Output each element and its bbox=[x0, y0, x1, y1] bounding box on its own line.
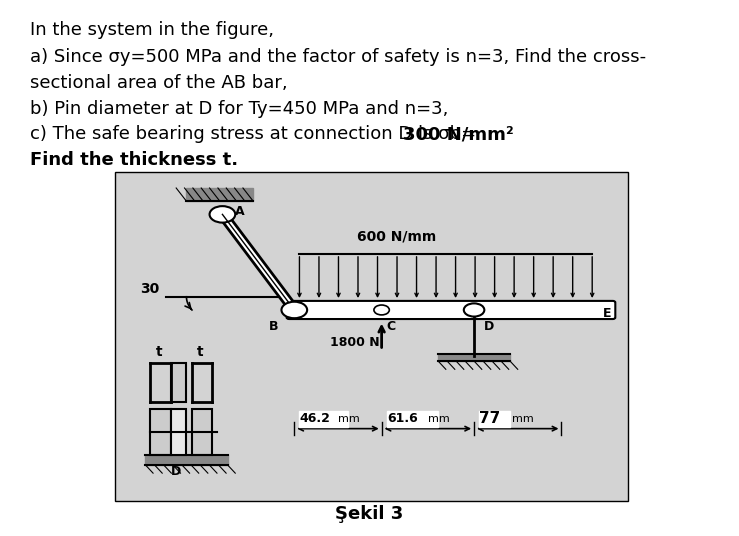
Text: mm: mm bbox=[338, 414, 360, 424]
Text: 46.2: 46.2 bbox=[299, 412, 330, 425]
Text: In the system in the figure,: In the system in the figure, bbox=[30, 21, 273, 40]
Text: 61.6: 61.6 bbox=[386, 412, 418, 425]
Text: A: A bbox=[235, 205, 245, 218]
Bar bbox=[171, 363, 186, 402]
Text: 30: 30 bbox=[140, 282, 160, 296]
Text: Find the thickness t.: Find the thickness t. bbox=[30, 151, 238, 169]
Polygon shape bbox=[438, 354, 510, 361]
Text: D: D bbox=[171, 465, 181, 478]
Text: t: t bbox=[197, 345, 203, 359]
Text: mm: mm bbox=[428, 414, 449, 424]
Bar bbox=[171, 409, 186, 455]
Bar bbox=[386, 411, 438, 427]
Polygon shape bbox=[186, 188, 253, 201]
Text: b) Pin diameter at D for Ty=450 MPa and n=3,: b) Pin diameter at D for Ty=450 MPa and … bbox=[30, 100, 448, 118]
Bar bbox=[191, 409, 212, 455]
Text: mm: mm bbox=[505, 414, 534, 424]
Circle shape bbox=[464, 303, 484, 317]
Bar bbox=[115, 172, 628, 501]
Text: E: E bbox=[602, 307, 611, 320]
Polygon shape bbox=[146, 455, 228, 465]
Text: B: B bbox=[269, 320, 278, 333]
Bar bbox=[479, 411, 510, 427]
Text: c) The safe bearing stress at connection D is σb=: c) The safe bearing stress at connection… bbox=[30, 125, 481, 144]
Text: C: C bbox=[386, 320, 396, 333]
Text: D: D bbox=[484, 320, 494, 333]
Text: 300 N/mm²: 300 N/mm² bbox=[403, 125, 514, 144]
Circle shape bbox=[374, 305, 389, 315]
Text: 600 N/mm: 600 N/mm bbox=[358, 230, 437, 244]
Bar bbox=[299, 411, 348, 427]
Circle shape bbox=[210, 206, 235, 222]
Text: 1800 N: 1800 N bbox=[330, 336, 380, 349]
FancyBboxPatch shape bbox=[287, 301, 616, 319]
Text: a) Since σy=500 MPa and the factor of safety is n=3, Find the cross-: a) Since σy=500 MPa and the factor of sa… bbox=[30, 48, 646, 66]
Text: t: t bbox=[156, 345, 163, 359]
Text: 77: 77 bbox=[479, 411, 500, 426]
Circle shape bbox=[282, 302, 307, 318]
Text: sectional area of the AB bar,: sectional area of the AB bar, bbox=[30, 74, 287, 92]
Bar bbox=[151, 409, 171, 455]
Text: Şekil 3: Şekil 3 bbox=[336, 504, 403, 523]
